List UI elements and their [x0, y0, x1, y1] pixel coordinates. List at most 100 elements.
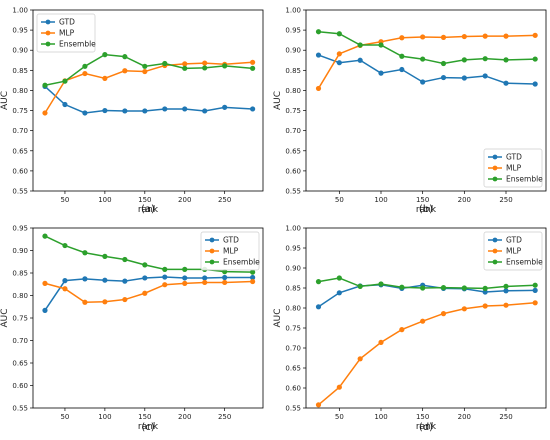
legend-box — [483, 231, 543, 271]
data-point-ensemble — [357, 283, 363, 289]
y-axis-label: AUC — [0, 308, 10, 327]
y-tick-label: 0.85 — [12, 270, 28, 278]
y-tick-label: 0.65 — [12, 147, 28, 155]
x-tick-label: 200 — [178, 413, 191, 421]
y-tick-label: 0.55 — [285, 405, 301, 413]
data-point-mlp — [336, 51, 342, 57]
data-point-gtd — [82, 276, 88, 282]
y-tick-label: 0.90 — [12, 47, 28, 55]
y-tick-label: 0.60 — [12, 382, 28, 390]
y-tick-label: 0.60 — [12, 167, 28, 175]
x-tick-label: 100 — [98, 196, 111, 204]
legend: GTD MLP Ensemble — [483, 231, 543, 271]
data-point-ensemble — [336, 31, 342, 37]
data-point-gtd — [250, 106, 256, 112]
data-point-ensemble — [482, 285, 488, 291]
x-tick-label: 200 — [178, 196, 191, 204]
legend: GTD MLP Ensemble — [483, 148, 543, 188]
chart-panel-c: 0.55 0.60 0.65 0.70 0.75 0.80 0.85 0.90 0.95 50 10… — [0, 225, 264, 433]
x-tick-label: 50 — [60, 196, 69, 204]
legend-entry-mlp: MLP — [59, 29, 75, 38]
data-point-ensemble — [82, 63, 88, 69]
legend-swatch-marker — [209, 237, 215, 243]
data-point-ensemble — [162, 60, 168, 67]
y-tick-label: 0.80 — [12, 292, 28, 300]
x-tick-label: 250 — [499, 196, 512, 204]
legend-swatch-marker — [45, 19, 51, 25]
data-point-gtd — [420, 79, 426, 85]
x-tick-label: 150 — [138, 413, 151, 421]
legend-entry-ensemble: Ensemble — [223, 258, 260, 267]
legend-entry-mlp: MLP — [506, 247, 522, 256]
x-axis-label: rank — [416, 205, 437, 215]
legend-swatch-marker — [492, 176, 498, 182]
x-tick-label: 200 — [458, 413, 471, 421]
data-point-ensemble — [357, 42, 363, 48]
y-axis-label: AUC — [0, 91, 10, 110]
data-point-ensemble — [440, 60, 447, 67]
legend-entry-ensemble: Ensemble — [59, 40, 96, 49]
y-tick-label: 1.00 — [12, 7, 28, 15]
x-tick-label: 200 — [458, 196, 471, 204]
data-point-mlp — [142, 68, 148, 75]
legend-box — [483, 148, 543, 188]
y-axis-label: AUC — [273, 308, 283, 327]
data-point-gtd — [162, 106, 168, 112]
data-point-gtd — [399, 66, 405, 73]
data-point-gtd — [222, 104, 228, 110]
x-tick-label: 250 — [218, 413, 231, 421]
data-point-mlp — [532, 300, 538, 306]
plot-area-frame — [32, 9, 264, 192]
y-axis-label: AUC — [273, 91, 283, 110]
legend-box — [36, 13, 96, 53]
legend-swatch-marker — [209, 248, 215, 254]
data-point-gtd — [122, 278, 128, 284]
legend-swatch-marker — [492, 259, 498, 265]
x-tick-label: 150 — [416, 196, 429, 204]
data-point-gtd — [182, 106, 188, 112]
y-tick-label: 1.00 — [285, 225, 301, 233]
y-tick-label: 0.75 — [285, 107, 301, 115]
panel-label: (b) — [419, 204, 433, 215]
data-point-mlp — [378, 339, 384, 345]
data-point-mlp — [461, 306, 467, 312]
data-point-gtd — [336, 60, 342, 66]
data-point-ensemble — [250, 269, 256, 275]
legend: GTD MLP Ensemble — [36, 13, 96, 53]
data-point-ensemble — [142, 63, 148, 69]
x-axis-label: rank — [138, 422, 159, 432]
data-point-mlp — [82, 299, 88, 305]
data-point-mlp — [503, 33, 509, 39]
data-point-ensemble — [142, 262, 148, 268]
y-tick-label: 0.60 — [285, 385, 301, 393]
data-point-ensemble — [440, 285, 447, 291]
y-tick-label: 0.70 — [12, 127, 28, 135]
data-point-mlp — [315, 85, 322, 92]
y-tick-label: 0.55 — [12, 405, 28, 413]
data-point-ensemble — [315, 29, 322, 35]
data-point-ensemble — [182, 266, 188, 272]
plot-area-frame — [305, 227, 547, 409]
data-point-ensemble — [62, 78, 68, 84]
data-point-ensemble — [42, 233, 48, 239]
data-point-gtd — [162, 274, 168, 280]
y-tick-label: 0.70 — [285, 127, 301, 135]
legend-entry-gtd: GTD — [59, 18, 75, 27]
data-point-ensemble — [102, 52, 108, 58]
data-point-mlp — [532, 32, 538, 38]
data-point-gtd — [222, 274, 228, 281]
data-point-mlp — [62, 286, 68, 292]
data-point-mlp — [482, 303, 488, 309]
data-point-mlp — [250, 59, 256, 65]
data-point-ensemble — [336, 275, 342, 281]
y-tick-label: 0.55 — [285, 188, 301, 196]
legend-entry-gtd: GTD — [223, 236, 239, 245]
legend-swatch-marker — [492, 154, 498, 160]
data-point-mlp — [357, 356, 363, 362]
x-axis-label: rank — [138, 205, 159, 215]
data-point-mlp — [182, 61, 188, 67]
data-point-gtd — [315, 304, 322, 310]
data-point-gtd — [357, 57, 363, 63]
data-point-gtd — [62, 278, 68, 284]
chart-panel-b: 0.55 0.60 0.65 0.70 0.75 0.80 0.85 0.90 0.95 1.00… — [273, 7, 547, 215]
